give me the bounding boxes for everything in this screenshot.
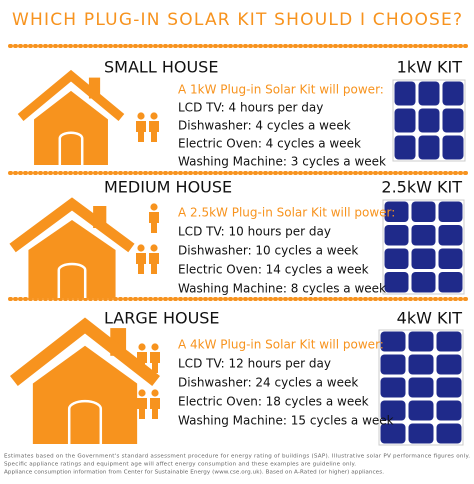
solar-cell [394,108,416,133]
person-body [136,121,146,142]
door [67,399,103,444]
solar-cell [394,135,416,160]
kit-intro: A 1kW Plug-in Solar Kit will power: [178,83,384,97]
appliance-usage: Washing Machine: 8 cycles a week [178,282,386,296]
person-head [150,203,158,211]
solar-cell [411,272,436,293]
person-head [137,244,145,252]
roof [9,197,135,253]
footnote: Appliance consumption information from C… [4,470,384,476]
kit-size: 1kW KIT [397,58,463,77]
person-head [150,112,158,120]
kit-intro: A 4kW Plug-in Solar Kit will power: [178,338,384,352]
solar-cell [408,377,434,398]
roof [17,69,125,121]
chimney [88,77,101,99]
appliance-usage: LCD TV: 4 hours per day [178,101,323,115]
solar-cell [408,400,434,421]
appliance-usage: Washing Machine: 3 cycles a week [178,155,386,169]
house-size: LARGE HOUSE [104,309,220,328]
person-body [137,398,147,419]
solar-cell [380,331,406,352]
person-head [151,343,159,351]
appliance-usage: Dishwasher: 4 cycles a week [178,119,351,133]
house-body [28,220,116,298]
title: WHICH PLUG-IN SOLAR KIT SHOULD I CHOOSE? [12,10,462,30]
solar-cell [418,81,440,106]
person-body [150,398,160,419]
solar-cell [438,248,463,269]
solar-cell [411,225,436,246]
footnote: Specific appliance ratings and equipment… [4,462,356,468]
roof [10,317,160,386]
solar-cell [436,377,462,398]
solar-cell [384,248,409,269]
house-body [34,90,108,165]
solar-cell [411,248,436,269]
solar-cell [408,331,434,352]
solar-cell [442,108,464,133]
solar-cell [384,225,409,246]
house-size: SMALL HOUSE [104,58,218,77]
solar-cell [438,225,463,246]
solar-cell [394,81,416,106]
solar-cell [384,201,409,222]
door [57,262,87,298]
solar-cell [436,331,462,352]
solar-cell [380,354,406,375]
appliance-usage: Electric Oven: 4 cycles a week [178,137,361,151]
kit-size: 2.5kW KIT [381,178,462,197]
person-head [138,389,146,397]
appliance-usage: LCD TV: 12 hours per day [178,357,331,371]
solar-cell [438,201,463,222]
kit-size: 4kW KIT [397,309,463,328]
footnote: Estimates based on the Government's stan… [4,454,470,460]
person-head [150,244,158,252]
person-body [149,253,159,274]
house-size: MEDIUM HOUSE [104,178,232,197]
person-body [149,212,159,233]
person-head [137,112,145,120]
solar-cell [411,201,436,222]
solar-cell [380,423,406,444]
solar-cell [436,423,462,444]
appliance-usage: LCD TV: 10 hours per day [178,225,331,239]
solar-cell [442,81,464,106]
solar-cell [418,135,440,160]
person-body [137,352,147,373]
person-body [149,121,159,142]
solar-cell [436,400,462,421]
solar-cell [380,400,406,421]
kit-intro: A 2.5kW Plug-in Solar Kit will power: [178,206,395,220]
person-body [136,253,146,274]
appliance-usage: Electric Oven: 14 cycles a week [178,263,369,277]
appliance-usage: Dishwasher: 24 cycles a week [178,376,358,390]
appliance-usage: Dishwasher: 10 cycles a week [178,244,358,258]
solar-cell [442,135,464,160]
door [58,131,84,165]
solar-cell [438,272,463,293]
solar-cell [380,377,406,398]
appliance-usage: Washing Machine: 15 cycles a week [178,414,394,428]
solar-cell [384,272,409,293]
person-head [151,389,159,397]
solar-cell [408,423,434,444]
solar-cell [436,354,462,375]
appliance-usage: Electric Oven: 18 cycles a week [178,395,369,409]
person-body [150,352,160,373]
solar-cell [418,108,440,133]
solar-cell [408,354,434,375]
person-head [138,343,146,351]
house-body [32,345,138,444]
